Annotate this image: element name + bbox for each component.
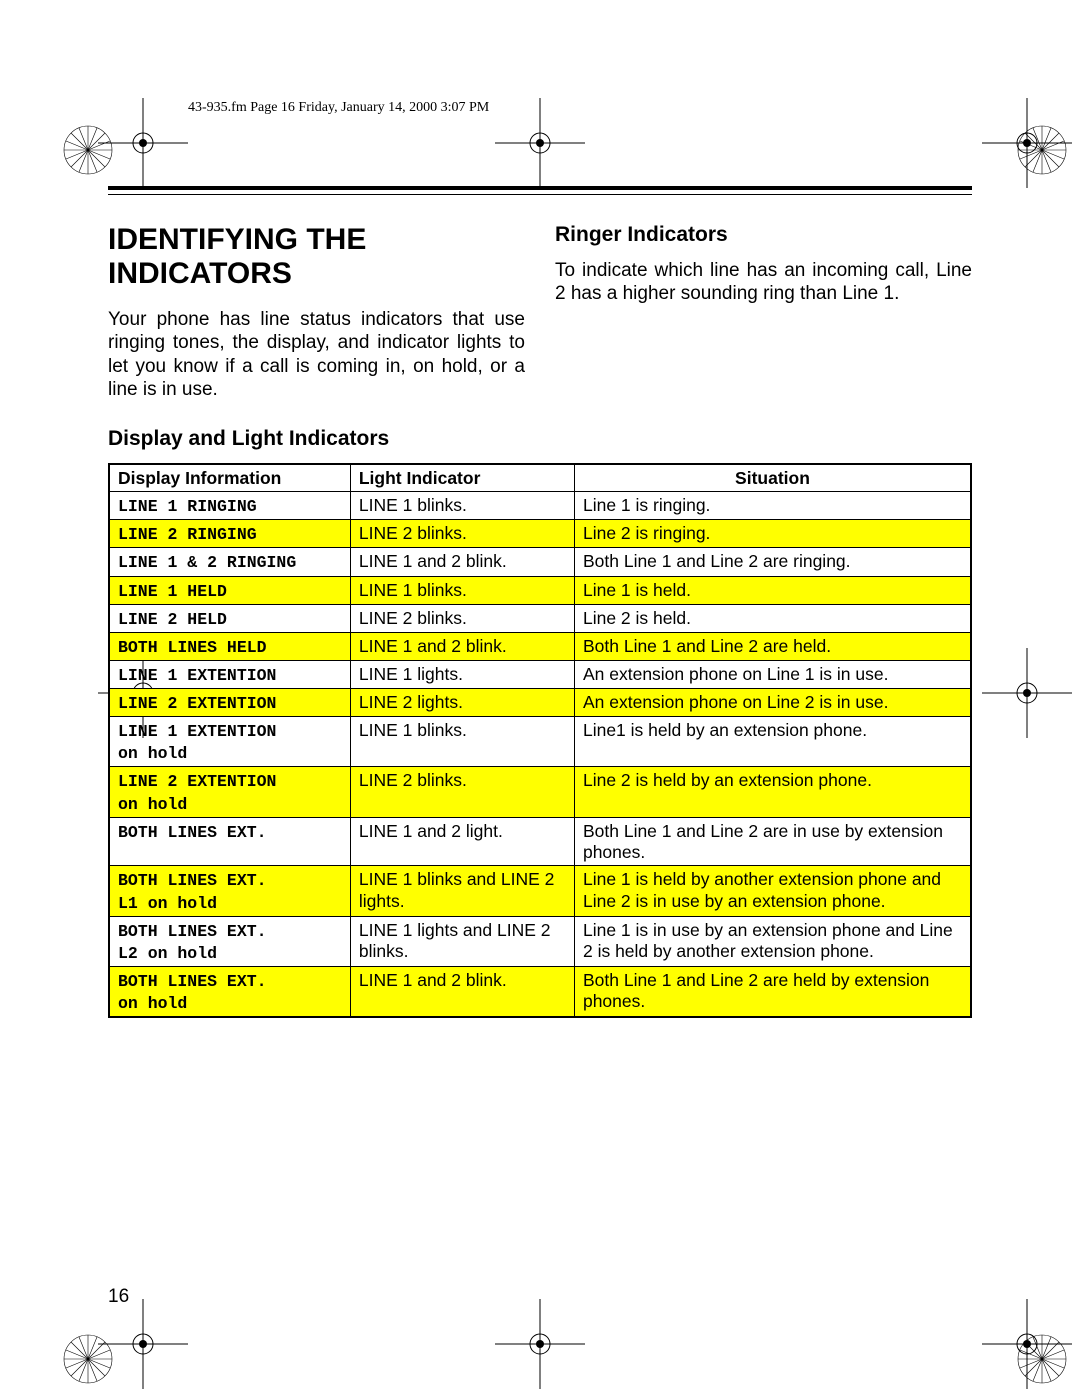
cell-light: LINE 1 and 2 blink.	[350, 632, 574, 660]
left-column: IDENTIFYING THE INDICATORS Your phone ha…	[108, 223, 525, 401]
crop-mark-icon	[982, 648, 1072, 738]
table-row: LINE 1 & 2 RINGINGLINE 1 and 2 blink.Bot…	[109, 548, 971, 576]
cell-light: LINE 1 blinks.	[350, 492, 574, 520]
ringer-heading: Ringer Indicators	[555, 223, 972, 247]
table-header-row: Display Information Light Indicator Situ…	[109, 464, 971, 492]
cell-light: LINE 1 lights and LINE 2 blinks.	[350, 916, 574, 966]
page-content: 43-935.fm Page 16 Friday, January 14, 20…	[108, 100, 972, 1018]
intro-columns: IDENTIFYING THE INDICATORS Your phone ha…	[108, 223, 972, 401]
rosette-icon	[1017, 125, 1067, 175]
cell-display: BOTH LINES EXT.	[109, 817, 350, 866]
section-heading: Display and Light Indicators	[108, 427, 972, 451]
table-row: BOTH LINES EXT. on holdLINE 1 and 2 blin…	[109, 966, 971, 1017]
intro-paragraph: Your phone has line status indicators th…	[108, 308, 525, 401]
table-row: LINE 2 EXTENTION on holdLINE 2 blinks.Li…	[109, 767, 971, 817]
cell-situation: Line 2 is held by an extension phone.	[574, 767, 971, 817]
table-row: LINE 1 RINGINGLINE 1 blinks.Line 1 is ri…	[109, 492, 971, 520]
table-row: LINE 2 HELDLINE 2 blinks.Line 2 is held.	[109, 604, 971, 632]
rosette-icon	[63, 1334, 113, 1384]
cell-light: LINE 1 and 2 light.	[350, 817, 574, 866]
cell-situation: Both Line 1 and Line 2 are ringing.	[574, 548, 971, 576]
cell-situation: Line 1 is held by another extension phon…	[574, 866, 971, 916]
cell-situation: An extension phone on Line 1 is in use.	[574, 660, 971, 688]
ringer-paragraph: To indicate which line has an incoming c…	[555, 259, 972, 305]
table-row: BOTH LINES HELDLINE 1 and 2 blink.Both L…	[109, 632, 971, 660]
cell-light: LINE 1 blinks.	[350, 576, 574, 604]
rosette-icon	[63, 125, 113, 175]
table-row: LINE 1 HELDLINE 1 blinks.Line 1 is held.	[109, 576, 971, 604]
cell-situation: Line 2 is ringing.	[574, 520, 971, 548]
cell-light: LINE 1 and 2 blink.	[350, 966, 574, 1017]
cell-display: BOTH LINES EXT. on hold	[109, 966, 350, 1017]
cell-situation: Both Line 1 and Line 2 are held by exten…	[574, 966, 971, 1017]
cell-display: LINE 1 EXTENTION	[109, 660, 350, 688]
cell-situation: Both Line 1 and Line 2 are in use by ext…	[574, 817, 971, 866]
cell-display: LINE 2 EXTENTION on hold	[109, 767, 350, 817]
cell-light: LINE 2 blinks.	[350, 520, 574, 548]
cell-display: LINE 1 EXTENTION on hold	[109, 717, 350, 767]
rule-icon	[108, 194, 972, 195]
table-row: BOTH LINES EXT. L2 on holdLINE 1 lights …	[109, 916, 971, 966]
cell-light: LINE 1 and 2 blink.	[350, 548, 574, 576]
table-row: LINE 2 EXTENTIONLINE 2 lights.An extensi…	[109, 689, 971, 717]
indicators-table: Display Information Light Indicator Situ…	[108, 463, 972, 1018]
running-header: 43-935.fm Page 16 Friday, January 14, 20…	[188, 100, 972, 116]
cell-situation: An extension phone on Line 2 is in use.	[574, 689, 971, 717]
cell-light: LINE 2 lights.	[350, 689, 574, 717]
cell-situation: Line 1 is held.	[574, 576, 971, 604]
page-title: IDENTIFYING THE INDICATORS	[108, 223, 525, 290]
cell-display: BOTH LINES EXT. L2 on hold	[109, 916, 350, 966]
col-situation: Situation	[574, 464, 971, 492]
cell-display: BOTH LINES HELD	[109, 632, 350, 660]
cell-light: LINE 1 blinks and LINE 2 lights.	[350, 866, 574, 916]
cell-situation: Both Line 1 and Line 2 are held.	[574, 632, 971, 660]
cell-display: LINE 1 & 2 RINGING	[109, 548, 350, 576]
table-row: LINE 1 EXTENTION on holdLINE 1 blinks.Li…	[109, 717, 971, 767]
cell-light: LINE 1 lights.	[350, 660, 574, 688]
crop-mark-icon	[495, 1299, 585, 1389]
cell-light: LINE 2 blinks.	[350, 767, 574, 817]
page-number: 16	[108, 1286, 129, 1308]
table-row: LINE 2 RINGINGLINE 2 blinks.Line 2 is ri…	[109, 520, 971, 548]
rule-icon	[108, 186, 972, 190]
rosette-icon	[1017, 1334, 1067, 1384]
table-row: BOTH LINES EXT.LINE 1 and 2 light.Both L…	[109, 817, 971, 866]
cell-light: LINE 1 blinks.	[350, 717, 574, 767]
cell-display: LINE 2 RINGING	[109, 520, 350, 548]
cell-situation: Line1 is held by an extension phone.	[574, 717, 971, 767]
cell-display: LINE 1 HELD	[109, 576, 350, 604]
table-row: BOTH LINES EXT. L1 on holdLINE 1 blinks …	[109, 866, 971, 916]
cell-light: LINE 2 blinks.	[350, 604, 574, 632]
right-column: Ringer Indicators To indicate which line…	[555, 223, 972, 401]
cell-situation: Line 2 is held.	[574, 604, 971, 632]
cell-display: LINE 2 HELD	[109, 604, 350, 632]
cell-situation: Line 1 is ringing.	[574, 492, 971, 520]
cell-display: LINE 2 EXTENTION	[109, 689, 350, 717]
table-row: LINE 1 EXTENTIONLINE 1 lights.An extensi…	[109, 660, 971, 688]
col-light: Light Indicator	[350, 464, 574, 492]
cell-display: LINE 1 RINGING	[109, 492, 350, 520]
col-display: Display Information	[109, 464, 350, 492]
cell-situation: Line 1 is in use by an extension phone a…	[574, 916, 971, 966]
cell-display: BOTH LINES EXT. L1 on hold	[109, 866, 350, 916]
